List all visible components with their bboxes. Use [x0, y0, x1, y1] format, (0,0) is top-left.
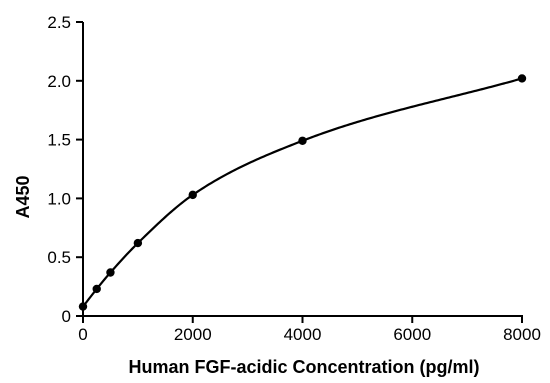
data-points: [78, 74, 527, 311]
fit-curve: [82, 77, 523, 308]
y-tick-label: 0: [62, 307, 71, 326]
y-tick-label: 2.5: [47, 13, 71, 32]
x-tick-label: 8000: [503, 325, 541, 344]
data-point: [298, 136, 307, 145]
data-point: [133, 238, 143, 248]
x-tick-label: 0: [78, 325, 87, 344]
y-axis-ticks: 0 0.5 1.0 1.5 2.0 2.5: [47, 13, 83, 326]
data-point: [188, 190, 197, 200]
axes: [82, 22, 523, 317]
y-tick-label: 0.5: [47, 248, 71, 267]
x-axis-ticks: 0 2000 4000 6000 8000: [78, 316, 541, 344]
data-point: [92, 284, 101, 294]
x-tick-label: 2000: [174, 325, 212, 344]
y-tick-label: 2.0: [47, 72, 71, 91]
x-tick-label: 4000: [284, 325, 322, 344]
x-axis-title: Human FGF-acidic Concentration (pg/ml): [128, 357, 479, 377]
y-axis-title: A450: [13, 175, 33, 218]
data-point: [106, 268, 115, 277]
y-tick-label: 1.5: [47, 131, 71, 150]
y-tick-label: 1.0: [47, 189, 71, 208]
data-point: [517, 74, 527, 83]
data-point: [78, 302, 88, 311]
x-tick-label: 6000: [393, 325, 431, 344]
